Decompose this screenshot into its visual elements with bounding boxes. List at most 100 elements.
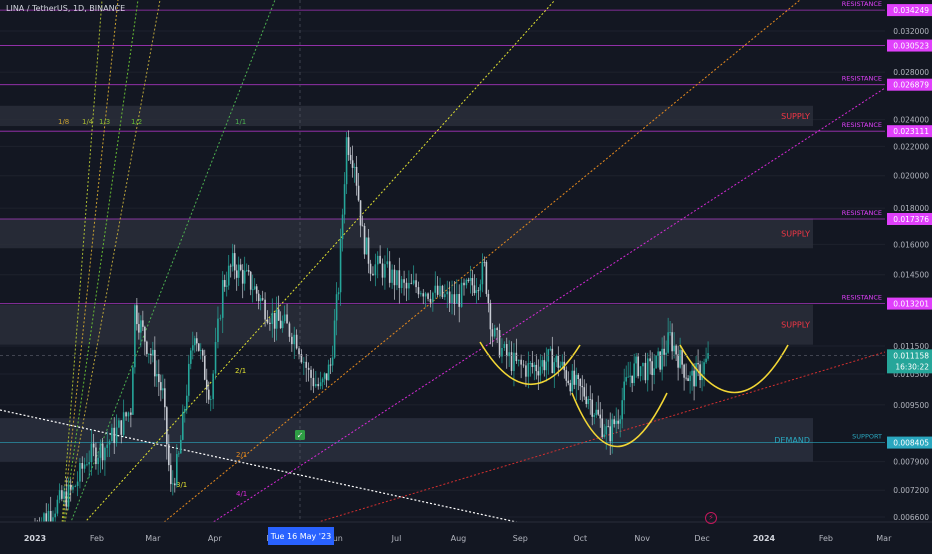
- candle-body: [106, 444, 109, 448]
- x-tick-label: 2024: [753, 534, 776, 543]
- candle-body: [403, 279, 405, 283]
- candle-body: [212, 373, 214, 400]
- candle-body: [487, 293, 490, 304]
- candle-body: [69, 484, 72, 490]
- candle-body: [693, 370, 695, 387]
- candle-body: [253, 286, 256, 290]
- candle-body: [275, 309, 278, 329]
- symbol-title[interactable]: LINA / TetherUS, 1D, BINANCE: [6, 4, 126, 13]
- time-axis[interactable]: [0, 522, 932, 550]
- price-tag: [887, 39, 932, 52]
- candle-body: [56, 499, 59, 514]
- zone-label: SUPPLY: [781, 112, 810, 121]
- candle-body: [396, 270, 398, 286]
- drawing-lines-layer: RESISTANCE RESISTANCE RESISTANCE RESISTANCE…: [0, 0, 886, 551]
- zone-label: SUPPLY: [781, 321, 810, 330]
- y-tick-label: 0.011500: [893, 342, 929, 351]
- candle-body: [134, 305, 136, 368]
- candle-body: [353, 166, 356, 168]
- candle-body: [152, 349, 154, 356]
- crosshair-date-label: Tue 16 May '23: [270, 532, 331, 541]
- candle-body: [241, 269, 244, 284]
- candle-body: [649, 358, 651, 362]
- candle-body: [367, 237, 370, 264]
- candle-body: [90, 443, 93, 463]
- candle-body: [203, 355, 206, 380]
- candle-body: [400, 279, 403, 288]
- y-tick-label: 0.010500: [893, 370, 929, 379]
- x-tick-label: 2023: [24, 534, 46, 543]
- candle-body: [221, 280, 224, 318]
- candle-body: [420, 293, 422, 295]
- candle-body: [303, 361, 305, 363]
- y-tick-label: 0.014500: [893, 271, 929, 280]
- candle-body: [493, 328, 496, 337]
- y-tick-label: 0.007900: [893, 458, 929, 467]
- price-axis[interactable]: [885, 0, 932, 550]
- candle-body: [166, 407, 168, 445]
- candle-body: [553, 362, 556, 374]
- candle-body: [631, 375, 633, 384]
- candle-body: [97, 457, 99, 465]
- price-tag: [887, 78, 932, 91]
- candle-body: [305, 361, 308, 368]
- gann-label: 4/1: [236, 490, 247, 498]
- overlay-layer: ✓: [0, 0, 885, 522]
- candle-body: [535, 364, 538, 372]
- candle-body: [659, 351, 661, 370]
- price-tag: [887, 297, 932, 310]
- y-tick-label: 0.018000: [893, 204, 929, 213]
- checkmark-glyph: ✓: [297, 431, 304, 440]
- candles-layer: [34, 130, 709, 545]
- candle-body: [625, 377, 627, 382]
- candle-body: [675, 345, 677, 355]
- candle-body: [376, 255, 379, 265]
- candle-body: [473, 285, 476, 294]
- candle-body: [172, 483, 174, 485]
- lightning-icon[interactable]: ⚡: [705, 512, 717, 524]
- candle-body: [223, 280, 226, 287]
- candle-body: [683, 364, 685, 378]
- candle-body: [633, 363, 635, 384]
- gann-fan-line: [59, 0, 119, 551]
- candle-body: [214, 341, 217, 374]
- gann-label: 1/1: [235, 118, 246, 126]
- candle-body: [341, 214, 344, 240]
- pattern-arc: [679, 344, 789, 394]
- price-tag: [887, 4, 932, 17]
- candle-body: [351, 160, 354, 168]
- y-tick-label: 0.020000: [893, 172, 929, 181]
- candle-body: [315, 384, 317, 387]
- candle-body: [644, 362, 647, 381]
- candle-body: [611, 419, 614, 442]
- candle-body: [219, 317, 222, 319]
- x-tick-label: Nov: [634, 534, 650, 543]
- candle-body: [361, 225, 364, 227]
- candle-body: [665, 352, 667, 355]
- gann-fan-line: [59, 0, 556, 551]
- candle-body: [471, 278, 474, 286]
- candle-body: [243, 270, 246, 284]
- candle-body: [393, 269, 396, 286]
- candle-body: [191, 345, 194, 351]
- candle-body: [168, 444, 170, 466]
- candle-body: [345, 137, 348, 185]
- candle-body: [427, 293, 429, 299]
- candle-body: [329, 364, 332, 366]
- price-tag: [887, 125, 932, 138]
- candle-body: [424, 293, 427, 297]
- candle-body: [541, 360, 544, 367]
- candle-body: [86, 464, 88, 466]
- candle-body: [410, 282, 413, 284]
- candle-body: [569, 383, 572, 392]
- candle-body: [118, 420, 120, 428]
- candle-body: [655, 355, 657, 369]
- candle-body: [525, 365, 527, 377]
- candle-body: [581, 386, 584, 388]
- candle-body: [101, 443, 104, 461]
- candle-body: [505, 344, 508, 357]
- candle-body: [623, 381, 625, 401]
- candle-body: [283, 314, 286, 322]
- candle-body: [293, 334, 296, 345]
